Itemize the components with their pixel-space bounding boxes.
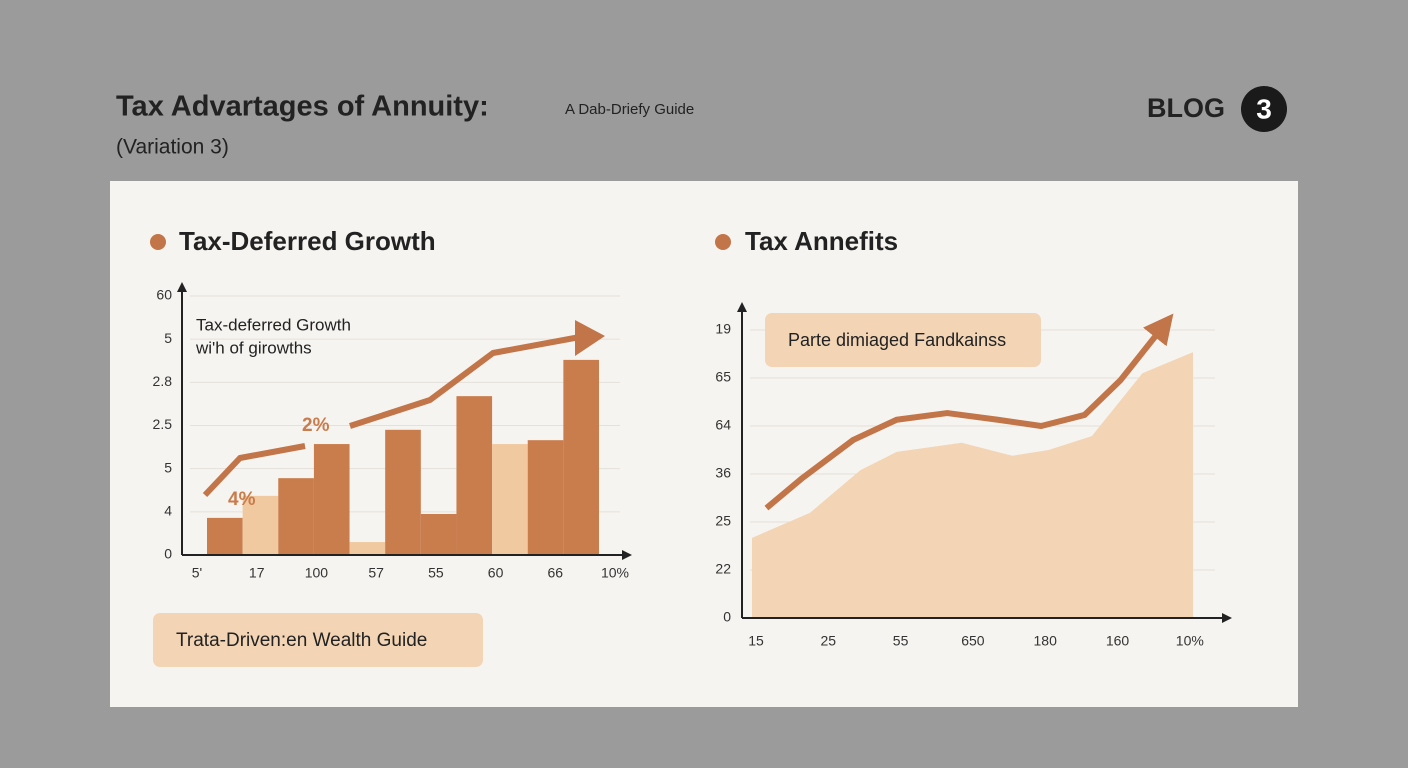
badge-circle [1241,86,1287,132]
footer-text: Trata-Driven:en Wealth Guide [176,630,427,651]
x-tick-label: 55 [893,633,909,649]
axis-arrow [737,302,747,312]
chart-1: 0 4 5 2.5 2.8 5 60 5' 17 100 57 55 60 66 10% [153,282,632,581]
y-tick-label: 2.8 [153,373,173,389]
bar [527,440,564,555]
label-box [765,313,1041,367]
trend-line [202,443,306,498]
x-tick-label: 5' [192,565,202,581]
x-tick-label: 60 [488,565,504,581]
chart-2: 0 22 25 36 64 65 19 15 25 55 650 180 160 10% [715,302,1232,649]
x-tick-label: 66 [547,565,563,581]
x-tick-label: 55 [428,565,444,581]
page-title: Tax Advartages of Annuity: [116,91,489,123]
badge-number: 3 [1256,93,1272,124]
bar [563,359,599,555]
page-subtitle: A Dab-Driefy Guide [565,101,694,118]
bar [420,513,457,555]
annotation: Tax-deferred Growth [196,315,351,334]
x-tick-label: 10% [601,565,629,581]
x-tick-label: 100 [305,565,329,581]
chart-title: Tax Annefits [745,226,898,256]
x-tick-label: 10% [1176,633,1204,649]
y-tick-label: 65 [715,369,731,385]
chart-title: Tax-Deferred Growth [179,226,436,256]
y-tick-label: 22 [715,561,731,577]
axis-arrow [177,282,187,292]
x-tick-label: 160 [1106,633,1130,649]
bar [242,495,279,555]
y-tick-label: 5 [164,330,172,346]
x-tick-label: 15 [748,633,764,649]
y-tick-label: 2.5 [153,416,173,432]
y-tick-label: 60 [156,287,172,303]
bar [313,444,350,555]
annotation: Parte dimiaged Fandkainss [788,330,1006,350]
axis-arrow [1222,613,1232,623]
bar [278,478,314,555]
y-tick-label: 5 [164,459,172,475]
x-tick-label: 17 [249,565,265,581]
y-tick-label: 36 [715,465,731,481]
badge: BLOG [1147,93,1225,123]
title-dot [150,234,166,250]
bar [349,542,386,555]
y-tick-label: 0 [164,546,172,562]
footer-box [153,613,483,667]
x-tick-label: 57 [368,565,384,581]
axis-arrow [622,550,632,560]
y-tick-label: 64 [715,417,731,433]
annotation: 2% [302,415,330,436]
bar [456,396,493,555]
bar [385,429,421,555]
line [764,313,1174,511]
y-tick-label: 19 [715,321,731,337]
annotation: wi'h of girowths [195,338,312,357]
trend-arrow [202,320,605,498]
variation: (Variation 3) [116,136,229,159]
arrow-head [575,320,605,356]
x-tick-label: 650 [961,633,985,649]
y-tick-label: 0 [723,609,731,625]
bar [492,444,528,555]
title-dot [715,234,731,250]
bar [207,517,243,555]
annotation: 4% [228,489,256,510]
area [752,352,1194,618]
y-tick-label: 25 [715,513,731,529]
trend-line [349,334,581,429]
x-tick-label: 25 [821,633,837,649]
y-tick-label: 4 [164,503,172,519]
x-tick-label: 180 [1034,633,1058,649]
